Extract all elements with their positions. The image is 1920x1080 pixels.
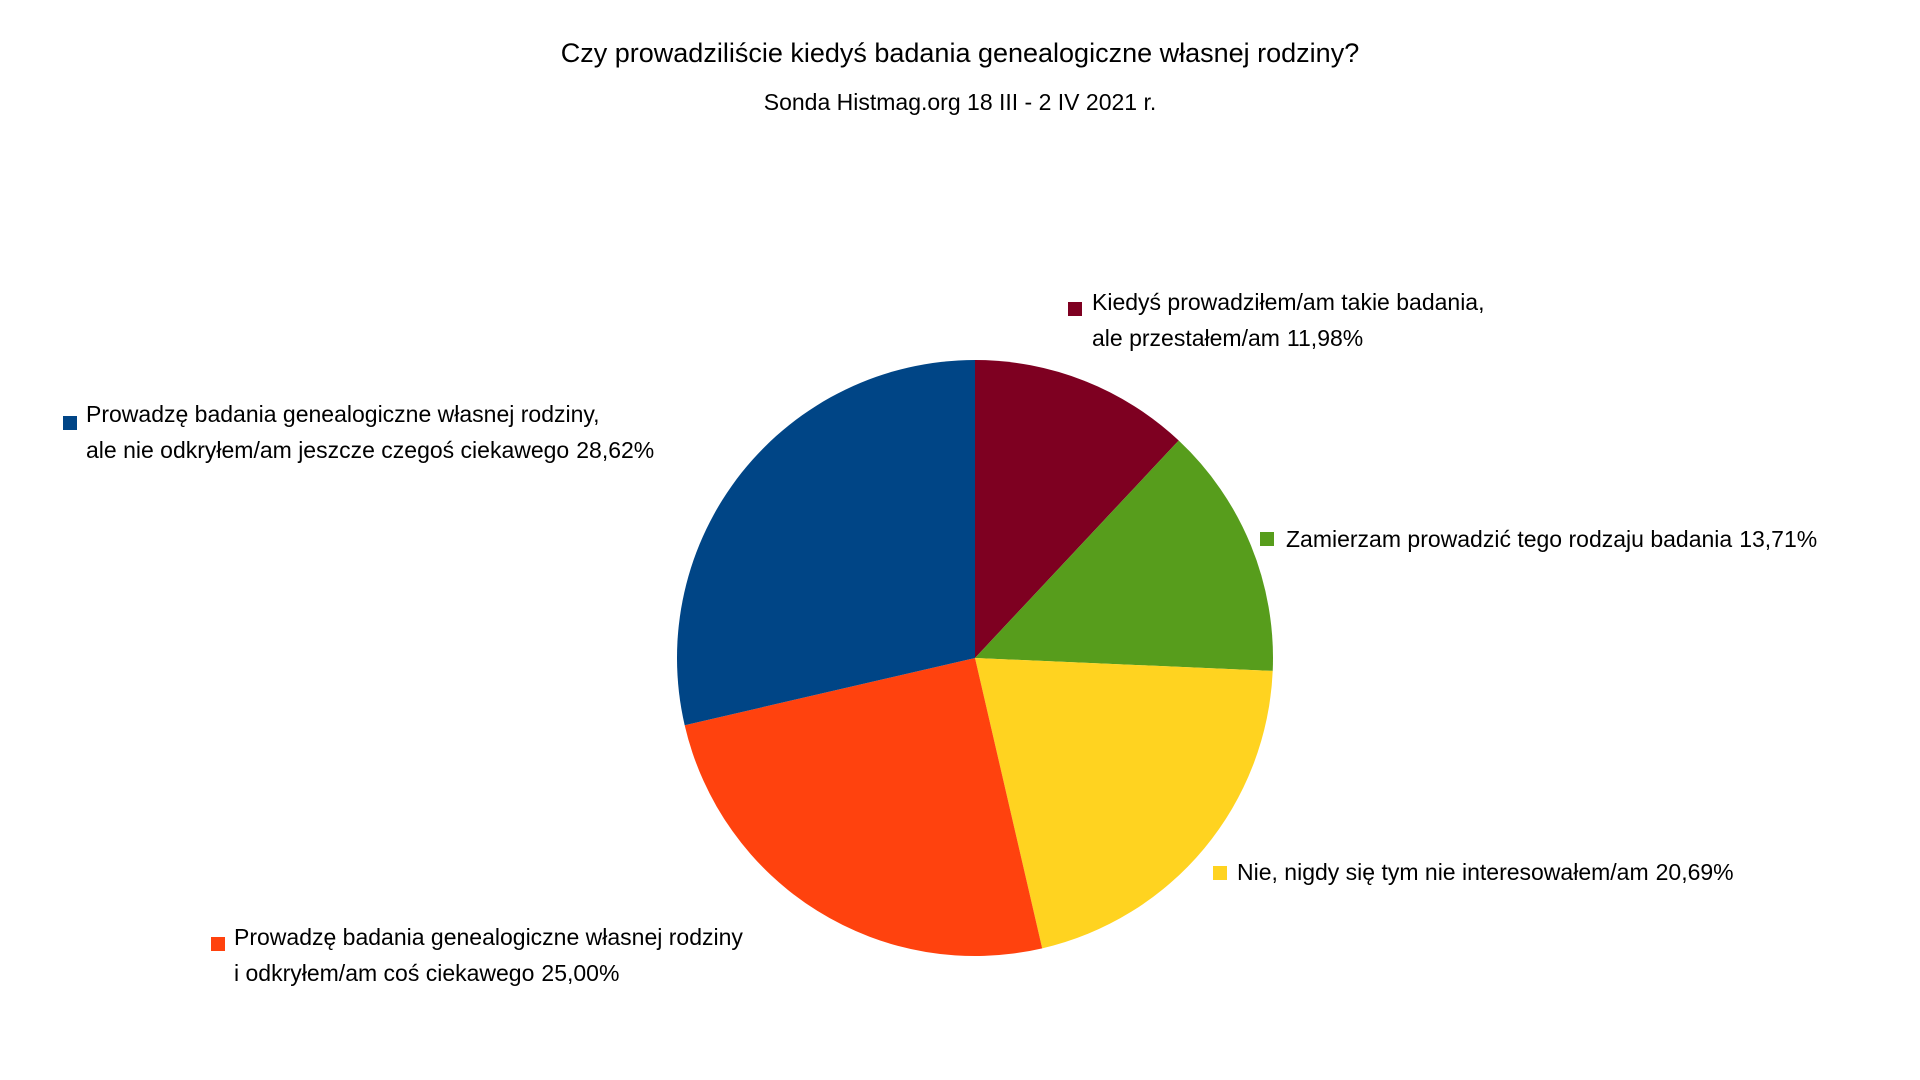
legend-swatch [211,937,225,951]
legend-swatch [1260,532,1274,546]
category-name: i odkryłem/am coś ciekawego [234,960,534,986]
category-name: Zamierzam prowadzić tego rodzaju badania [1286,526,1732,552]
legend-swatch [63,416,77,430]
pie-slice [975,360,1179,658]
slice-label: Nie, nigdy się tym nie interesowałem/am 2… [1237,859,1734,885]
category-name: ale przestałem/am [1092,325,1280,351]
chart-subtitle: Sonda Histmag.org 18 III - 2 IV 2021 r. [764,89,1157,115]
value-label: 13,71% [1739,526,1817,552]
value-label: 25,00% [541,960,619,986]
value-label: 28,62% [576,437,654,463]
legend-swatch [1213,866,1227,880]
value-label: 11,98% [1287,325,1363,351]
value-label: 20,69% [1656,859,1734,885]
slice-label: Zamierzam prowadzić tego rodzaju badania… [1286,526,1817,552]
slice-label: ale nie odkryłem/am jeszcze czegoś cieka… [86,437,654,463]
slice-label: i odkryłem/am coś ciekawego 25,00% [234,960,619,986]
category-name: Prowadzę badania genealogiczne własnej r… [234,924,743,950]
category-name: Kiedyś prowadziłem/am takie badania, [1092,289,1484,315]
chart-title: Czy prowadziliście kiedyś badania geneal… [561,38,1359,68]
legend-swatch [1068,302,1082,316]
pie-slice [975,658,1273,949]
slice-label: Prowadzę badania genealogiczne własnej r… [234,924,743,950]
pie-slice [975,440,1273,671]
pie-slice [684,658,1043,956]
pie-slice [676,360,975,726]
slice-label: ale przestałem/am 11,98% [1092,325,1363,351]
slice-label: Kiedyś prowadziłem/am takie badania, [1092,289,1484,315]
slice-label: Prowadzę badania genealogiczne własnej r… [86,401,600,427]
category-name: Nie, nigdy się tym nie interesowałem/am [1237,859,1649,885]
category-name: ale nie odkryłem/am jeszcze czegoś cieka… [86,437,569,463]
category-name: Prowadzę badania genealogiczne własnej r… [86,401,600,427]
